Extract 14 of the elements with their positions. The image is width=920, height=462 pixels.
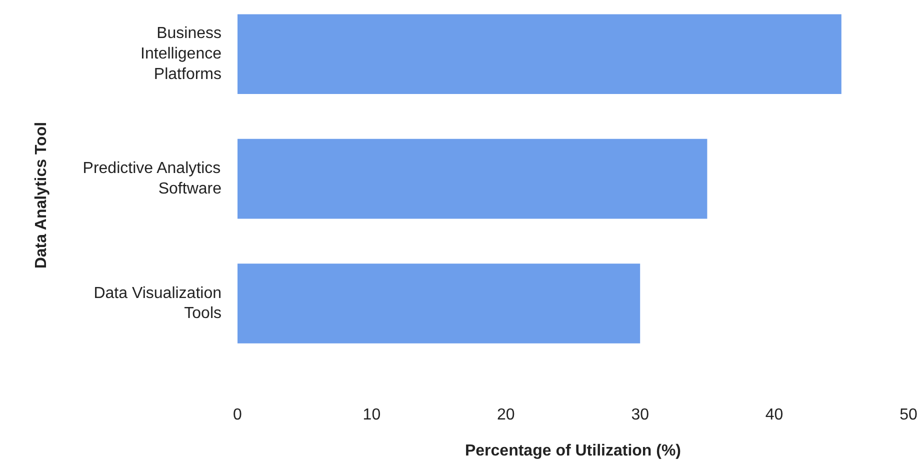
y-tick-label: Data Visualization Tools (94, 284, 222, 322)
y-tick-label: Predictive Analytics Software (82, 160, 222, 198)
bar (238, 264, 640, 344)
y-tick-label: Business Intelligence Platforms (140, 25, 222, 84)
x-tick-label: 20 (497, 406, 515, 424)
x-tick-label: 40 (765, 406, 784, 424)
x-tick-label: 0 (233, 406, 242, 424)
y-axis-title: Data Analytics Tool (32, 122, 50, 269)
x-tick-label: 30 (631, 406, 650, 424)
x-tick-label: 50 (900, 406, 918, 424)
bar (238, 14, 842, 94)
x-axis-title: Percentage of Utilization (%) (464, 442, 682, 460)
bar (238, 138, 708, 219)
x-tick-label: 10 (362, 406, 381, 424)
